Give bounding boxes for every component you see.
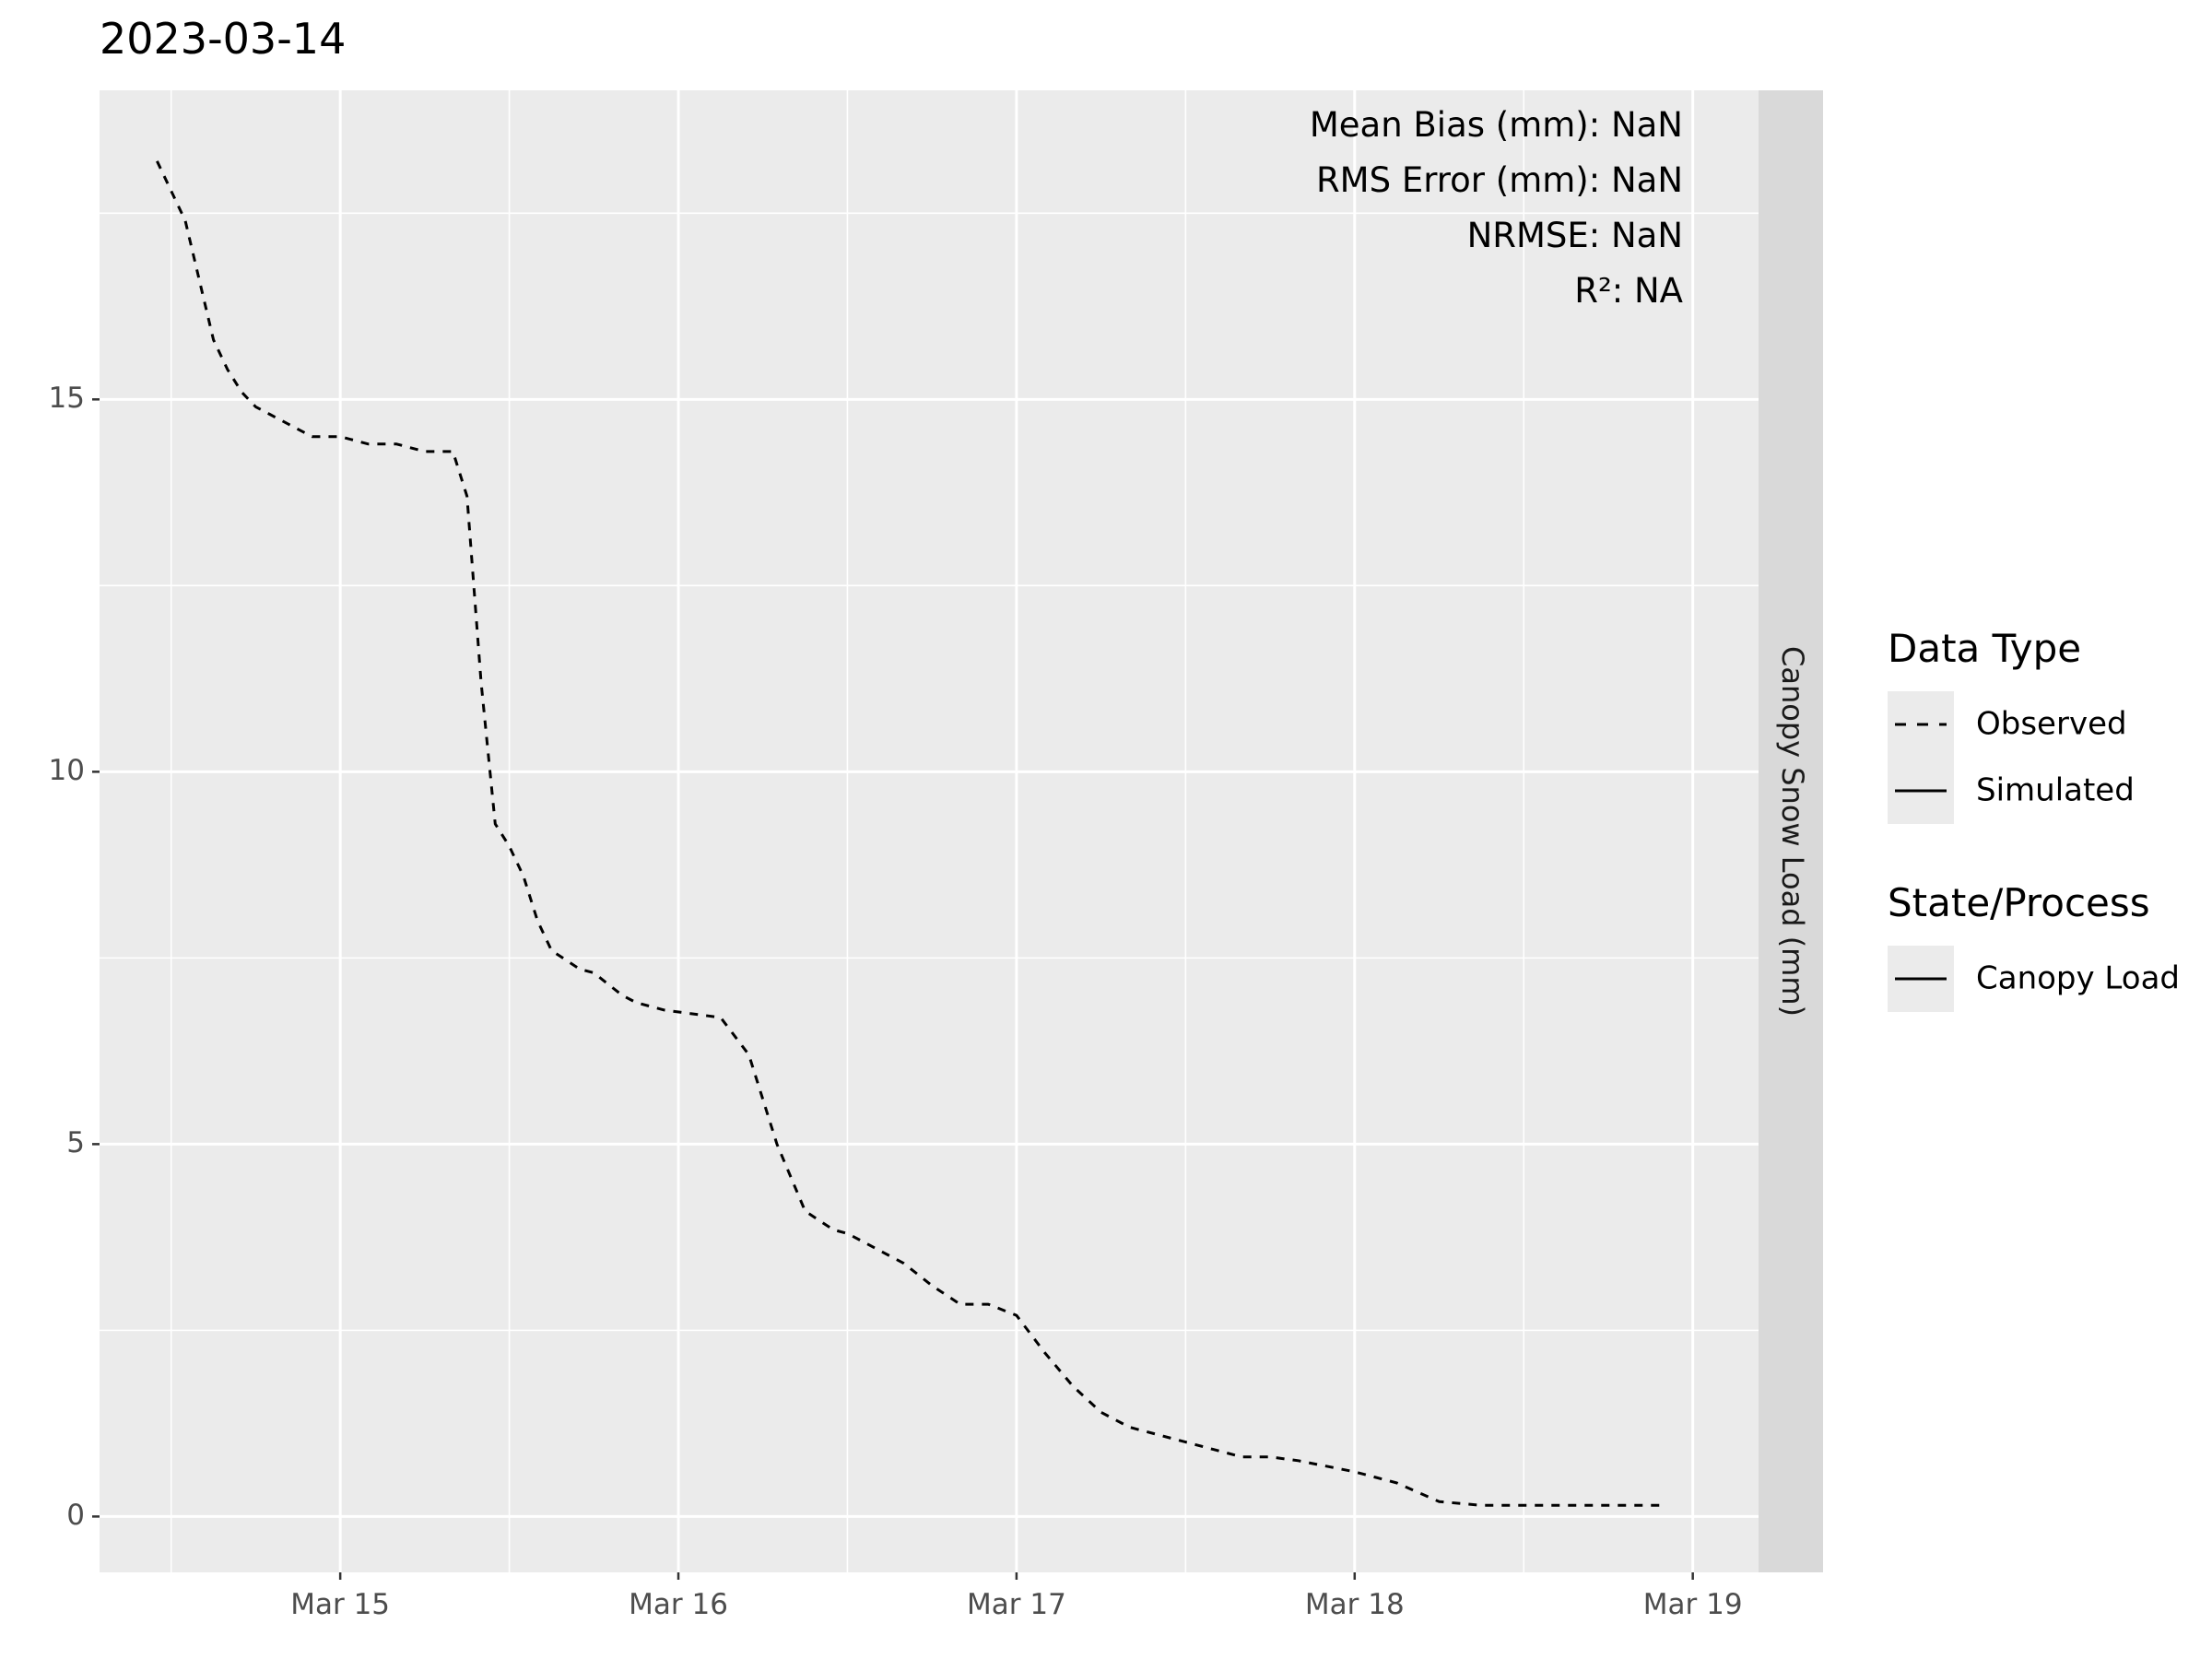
legend-label: Canopy Load bbox=[1976, 960, 2180, 997]
legend-label: Observed bbox=[1976, 706, 2127, 743]
legend: Data Type Observed Simulated State/Process C… bbox=[1888, 626, 2180, 1012]
facet-strip bbox=[1759, 90, 1823, 1572]
stats-annotations: Mean Bias (mm): NaN RMS Error (mm): NaN NR… bbox=[1310, 105, 1683, 311]
series-line-observed bbox=[156, 160, 1665, 1507]
x-axis: Mar 15 Mar 16 Mar 17 Mar 18 Mar 19 bbox=[290, 1572, 1743, 1621]
y-tick-label: 10 bbox=[49, 754, 85, 787]
minor-gridlines bbox=[100, 90, 1759, 1572]
legend-title: Data Type bbox=[1888, 626, 2081, 671]
x-tick-label: Mar 17 bbox=[967, 1588, 1066, 1621]
x-tick-label: Mar 19 bbox=[1643, 1588, 1743, 1621]
legend-title: State/Process bbox=[1888, 880, 2150, 925]
y-axis: 0 5 10 15 bbox=[49, 382, 100, 1532]
facet-strip-label: Canopy Snow Load (mm) bbox=[1775, 646, 1810, 1017]
stats-annotation-line: NRMSE: NaN bbox=[1467, 216, 1683, 255]
chart-title: 2023-03-14 bbox=[100, 14, 346, 64]
plot-panel bbox=[100, 90, 1759, 1572]
y-tick-label: 15 bbox=[49, 382, 85, 415]
major-gridlines bbox=[100, 90, 1759, 1572]
stats-annotation-line: RMS Error (mm): NaN bbox=[1316, 160, 1683, 200]
stats-annotation-line: R²: NA bbox=[1574, 271, 1683, 311]
x-tick-label: Mar 18 bbox=[1305, 1588, 1405, 1621]
series-layer bbox=[156, 160, 1665, 1507]
x-tick-label: Mar 16 bbox=[629, 1588, 728, 1621]
x-tick-label: Mar 15 bbox=[290, 1588, 390, 1621]
y-tick-label: 5 bbox=[66, 1126, 85, 1159]
legend-label: Simulated bbox=[1976, 772, 2135, 809]
stats-annotation-line: Mean Bias (mm): NaN bbox=[1310, 105, 1683, 145]
y-tick-label: 0 bbox=[66, 1499, 85, 1532]
